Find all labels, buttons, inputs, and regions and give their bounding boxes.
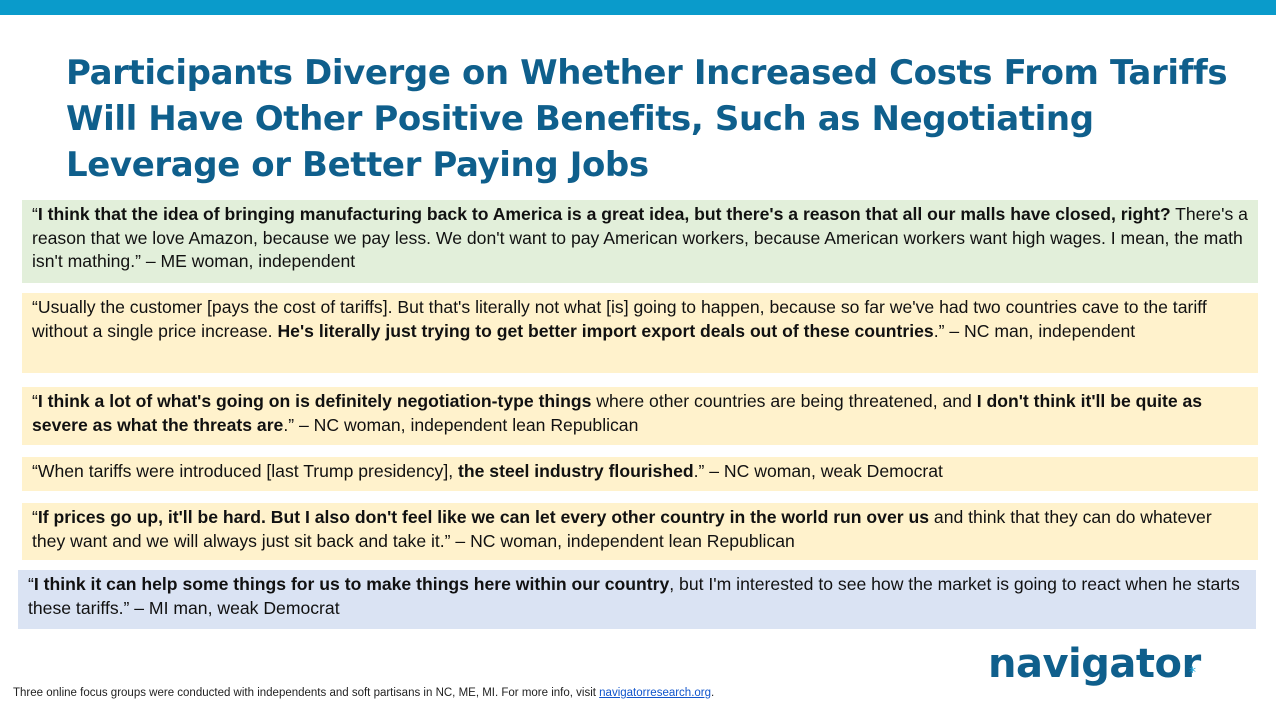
quote-5-bold: If prices go up, it'll be hard. But I al… [37, 507, 930, 527]
footnote-text: Three online focus groups were conducted… [13, 687, 600, 699]
quote-5-rest: and think that they can do whatever they… [32, 507, 1212, 551]
quote-6-open: “ [28, 574, 34, 594]
quote-2-rest: .” – NC man, independent [933, 320, 1136, 341]
quote-2-bold: He's literally just trying to get better… [277, 320, 934, 341]
footnote: Three online focus groups were conducted… [13, 686, 714, 701]
quote-4-bold: the steel industry flourished [458, 461, 694, 481]
quote-block-3: “I think a lot of what's going on is def… [22, 387, 1258, 445]
quote-3-open: “ [32, 391, 38, 411]
quote-1-open: “ [32, 204, 38, 224]
quote-4-rest: .” – NC woman, weak Democrat [693, 461, 943, 481]
quote-block-4: “When tariffs were introduced [last Trum… [22, 457, 1258, 491]
logo-asterisk-icon: * [1189, 665, 1196, 681]
quote-6-rest: , but I'm interested to see how the mark… [28, 574, 1240, 618]
quote-3-mid: where other countries are being threaten… [591, 391, 977, 411]
quote-1-bold: I think that the idea of bringing manufa… [37, 204, 1171, 224]
footnote-end: . [711, 687, 715, 699]
quote-3-bold-1: I think a lot of what's going on is defi… [37, 391, 592, 411]
quote-5-open: “ [32, 507, 38, 527]
quote-1-rest: There's a reason that we love Amazon, be… [32, 204, 1248, 271]
top-accent-bar [0, 0, 1276, 15]
quote-3-bold-2: I don't think it'll be quite as severe a… [32, 391, 1203, 435]
slide-title: Participants Diverge on Whether Increase… [66, 53, 1228, 185]
quote-3-rest: .” – NC woman, independent lean Republic… [283, 414, 639, 435]
quote-block-1: “I think that the idea of bringing manuf… [22, 200, 1258, 283]
navigator-logo: navigator [988, 641, 1201, 687]
footnote-link[interactable]: navigatorresearch.org [599, 687, 712, 699]
quote-6-bold: I think it can help some things for us t… [33, 574, 670, 594]
quote-block-2: “Usually the customer [pays the cost of … [22, 293, 1258, 373]
quote-block-5: “If prices go up, it'll be hard. But I a… [22, 503, 1258, 560]
quote-4-pre: “When tariffs were introduced [last Trum… [32, 461, 459, 481]
quote-block-6: “I think it can help some things for us … [18, 570, 1256, 629]
quote-2-pre: “Usually the customer [pays the cost of … [32, 297, 1207, 341]
